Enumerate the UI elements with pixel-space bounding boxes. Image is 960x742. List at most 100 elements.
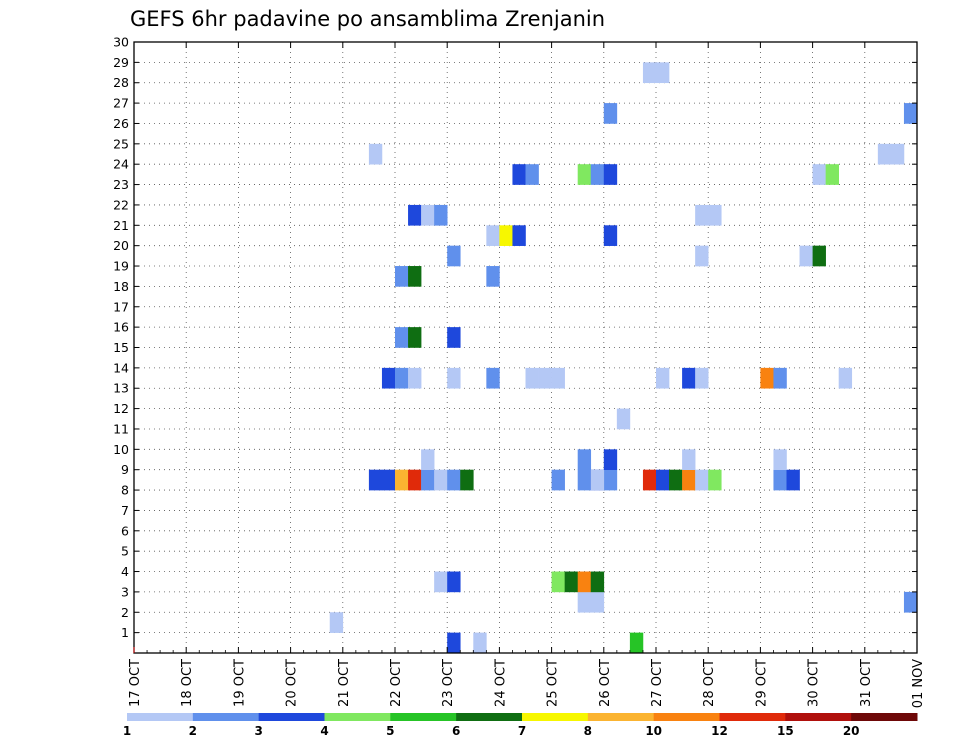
colorbar-label: 4	[320, 724, 328, 738]
heatmap-cell	[551, 367, 565, 389]
heatmap-cell	[421, 469, 435, 491]
heatmap-cell	[577, 164, 592, 185]
heatmap-cell	[786, 469, 800, 491]
heatmap-cell	[329, 612, 344, 633]
heatmap-cell	[656, 367, 670, 389]
heatmap-cell	[395, 469, 409, 491]
heatmap-cell	[890, 143, 905, 165]
heatmap-cell	[695, 367, 709, 389]
x-tick-label: 26 OCT	[598, 659, 613, 707]
y-tick-label: 7	[121, 503, 129, 518]
heatmap-cell	[381, 469, 396, 491]
heatmap-cell	[447, 245, 461, 267]
heatmap-cell	[616, 408, 631, 430]
colorbar-label: 7	[518, 724, 526, 738]
heatmap-cell	[408, 204, 422, 226]
heatmap-cell	[812, 164, 826, 185]
y-tick-label: 1	[121, 625, 129, 640]
heatmap-cell	[656, 62, 670, 84]
heatmap-cell	[877, 143, 892, 165]
heatmap-cell	[682, 449, 696, 470]
heatmap-cell	[499, 225, 513, 246]
heatmap-cells	[329, 62, 918, 654]
heatmap-cell	[577, 449, 592, 470]
colorbar: 1 2 3 4 5 6 7 8 10 12 15 20	[123, 713, 918, 738]
x-tick-label: 27 OCT	[650, 659, 665, 707]
heatmap-cell	[629, 632, 644, 654]
colorbar-label: 15	[777, 724, 794, 738]
heatmap-cell	[447, 327, 461, 348]
x-tick-label: 22 OCT	[389, 659, 404, 707]
heatmap-cell	[773, 449, 787, 470]
heatmap-cell	[447, 469, 461, 491]
x-tick-label: 18 OCT	[180, 659, 195, 707]
heatmap-cell	[669, 469, 683, 491]
heatmap-cell	[460, 469, 474, 491]
x-tick-label: 29 OCT	[754, 659, 769, 707]
colorbar-label: 8	[584, 724, 592, 738]
heatmap-cell	[395, 327, 409, 348]
heatmap-cell	[434, 469, 448, 491]
heatmap-cell	[590, 591, 605, 613]
y-tick-label: 29	[113, 55, 129, 70]
y-tick-label: 14	[113, 360, 129, 375]
x-tick-label: 23 OCT	[441, 659, 456, 707]
heatmap-cell	[408, 367, 422, 389]
colorbar-swatch	[851, 713, 918, 721]
y-tick-label: 5	[121, 544, 129, 559]
y-tick-label: 4	[121, 564, 129, 579]
heatmap-cell	[603, 103, 618, 124]
y-tick-label: 10	[113, 442, 129, 457]
heatmap-cell	[603, 164, 618, 185]
heatmap-cell	[421, 449, 435, 470]
heatmap-cell	[368, 143, 383, 165]
heatmap-cell	[760, 367, 774, 389]
heatmap-cell	[642, 62, 657, 84]
heatmap-cell	[525, 367, 539, 389]
y-tick-label: 15	[113, 340, 129, 355]
heatmap-cell	[577, 469, 592, 491]
colorbar-label: 1	[123, 724, 131, 738]
heatmap-cell	[695, 245, 709, 267]
y-tick-label: 2	[121, 605, 129, 620]
heatmap-cell	[473, 632, 487, 654]
y-tick-label: 27	[113, 96, 129, 111]
colorbar-label: 6	[452, 724, 460, 738]
x-tick-label: 24 OCT	[493, 659, 508, 707]
heatmap-cell	[799, 245, 813, 267]
colorbar-label: 2	[189, 724, 197, 738]
y-tick-label: 28	[113, 75, 129, 90]
heatmap-cell	[708, 204, 722, 226]
colorbar-swatch	[587, 713, 655, 721]
colorbar-swatch	[192, 713, 260, 721]
y-axis: 1234567891011121314151617181920212223242…	[113, 35, 917, 640]
colorbar-label: 12	[711, 724, 728, 738]
chart-title: GEFS 6hr padavine po ansamblima Zrenjani…	[130, 7, 605, 31]
y-tick-label: 8	[121, 483, 129, 498]
heatmap-cell	[773, 367, 787, 389]
heatmap-cell	[408, 266, 422, 287]
x-tick-label: 30 OCT	[807, 659, 822, 707]
heatmap-cell	[577, 591, 592, 613]
heatmap-cell	[486, 225, 500, 246]
heatmap-cell	[642, 469, 657, 491]
heatmap-cell	[773, 469, 787, 491]
heatmap-cell	[447, 367, 461, 389]
colorbar-swatch	[324, 713, 391, 721]
colorbar-label: 5	[386, 724, 394, 738]
y-tick-label: 24	[113, 157, 129, 172]
heatmap-cell	[538, 367, 552, 389]
colorbar-label: 3	[254, 724, 262, 738]
y-tick-label: 18	[113, 279, 129, 294]
colorbar-swatch	[785, 713, 852, 721]
x-tick-label: 01 NOV	[911, 659, 926, 708]
heatmap-cell	[708, 469, 722, 491]
heatmap-cell	[512, 164, 526, 185]
heatmap-cell	[447, 632, 461, 654]
y-tick-label: 25	[113, 136, 129, 151]
x-tick-label: 25 OCT	[546, 659, 561, 707]
colorbar-swatch	[258, 713, 325, 721]
y-tick-label: 13	[113, 381, 129, 396]
heatmap-cell	[825, 164, 839, 185]
heatmap-cell	[512, 225, 526, 246]
